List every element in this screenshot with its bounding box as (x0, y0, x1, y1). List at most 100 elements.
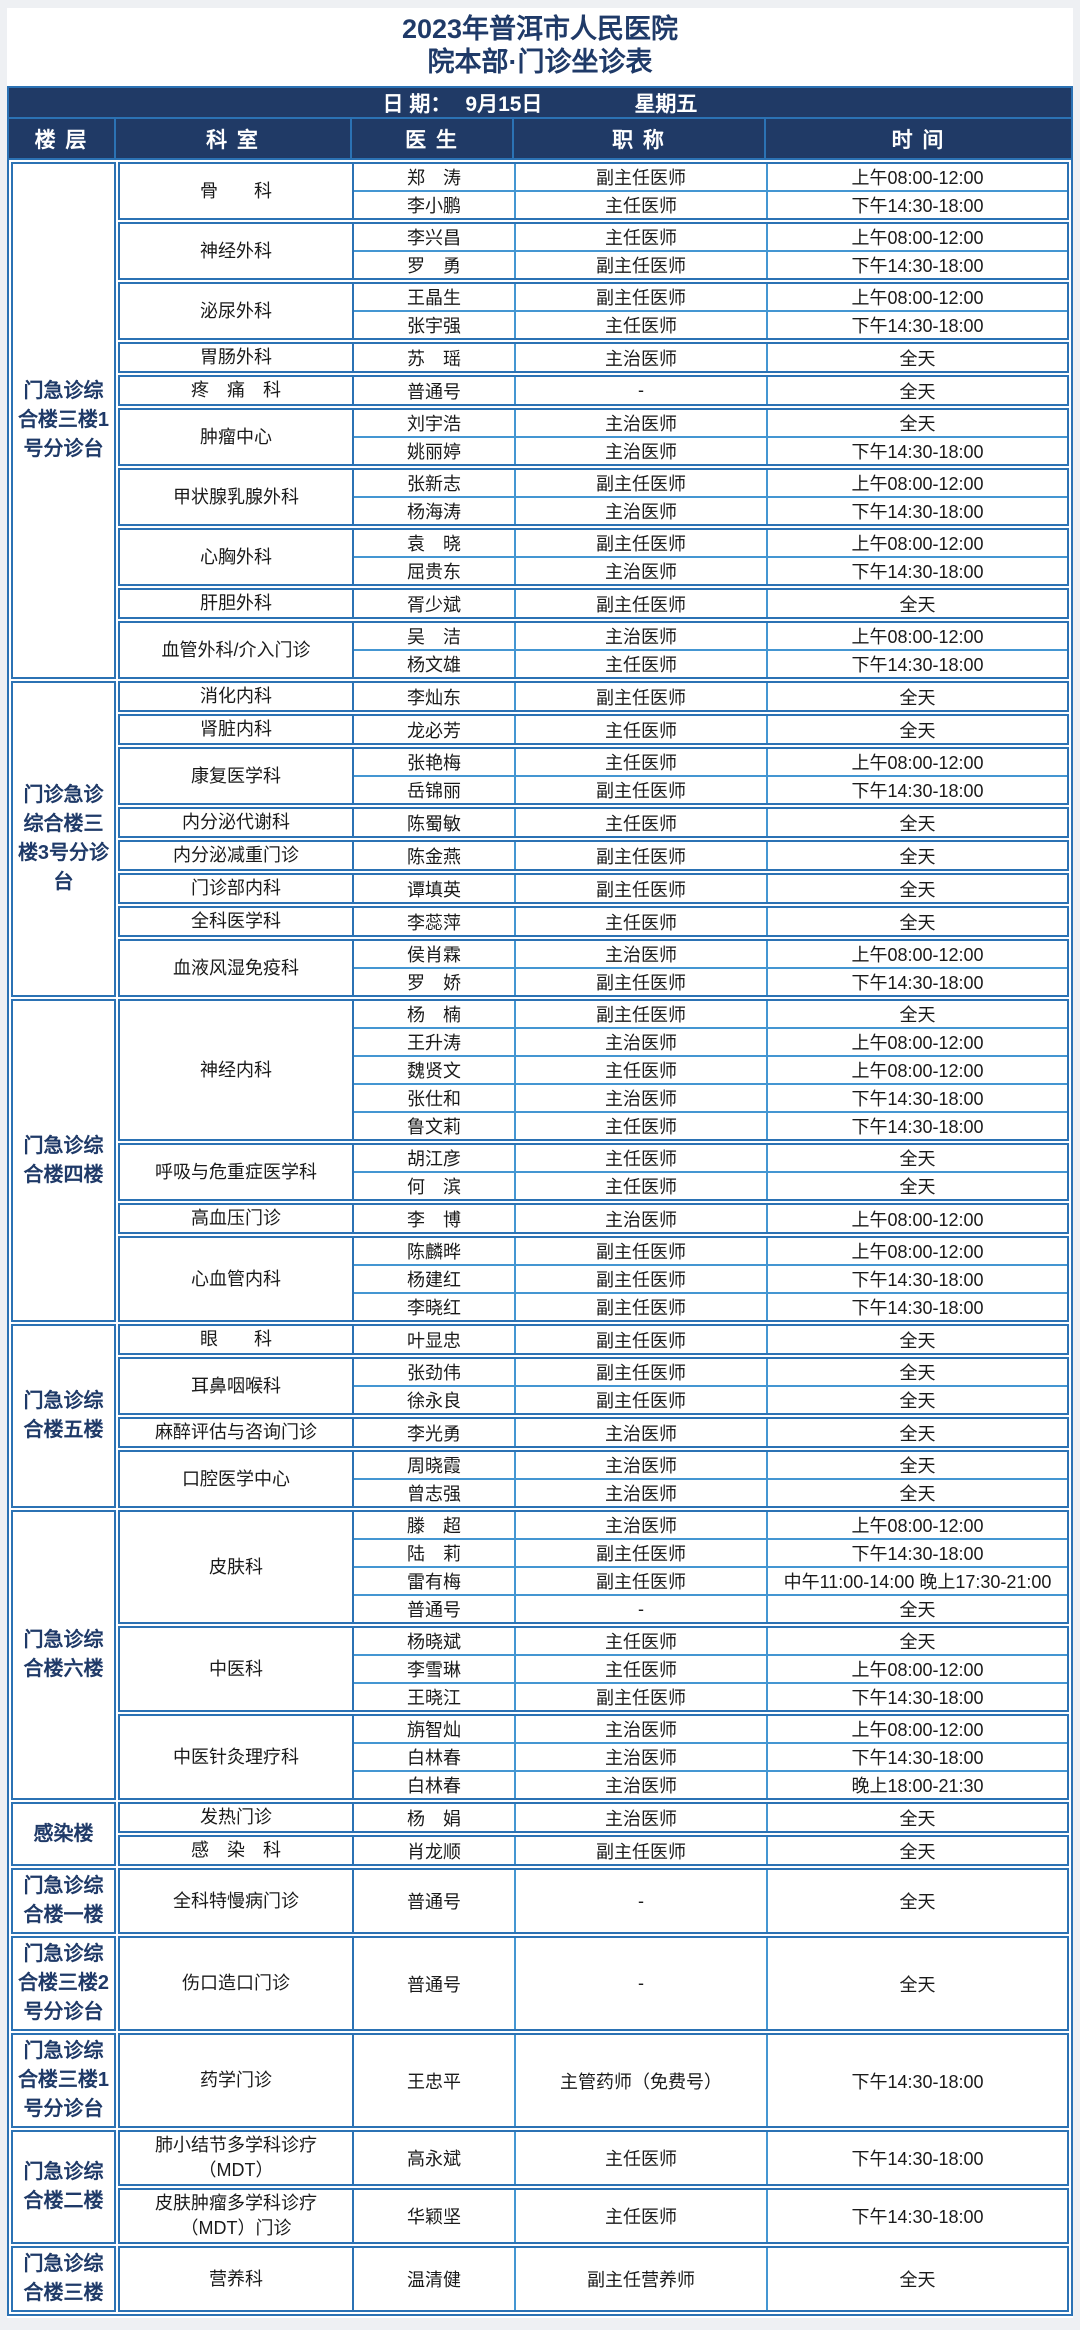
doctor-name-cell: 陈金燕 (354, 842, 516, 869)
doctor-row: 陈金燕 副主任医师 全天 (354, 842, 1067, 869)
clinic-time-cell: 全天 (899, 1841, 936, 1862)
doctor-name-cell: 李晓红 (354, 1294, 516, 1320)
doctor-row: 陆 莉副主任医师 下午14:30-18:00 (354, 1538, 1067, 1566)
page-title-line2: 院本部·门诊坐诊表 (427, 47, 653, 77)
department-block: 神经内科杨 楠副主任医师 全天 王升涛 主治医师 上午08:00-12:00 魏贤文 主任医… (118, 999, 1069, 1141)
department-cell: 耳鼻咽喉科 (120, 1359, 354, 1413)
clinic-time-cell: 上午08:00-12:00 (851, 288, 984, 308)
doctor-rows: 张劲伟 副主任医师 全天 徐永良 副主任医师 全天 (354, 1359, 1067, 1413)
doctor-name-cell: 雷有梅 (354, 1568, 516, 1594)
column-header-department: 科 室 (116, 119, 352, 158)
clinic-time-cell: 全天 (899, 1974, 936, 1995)
doctor-name-cell: 陈蜀敏 (354, 809, 516, 836)
doctor-rows: 李 博主治医师 上午08:00-12:00 (354, 1205, 1067, 1232)
doctor-name-cell: 陈麟晔 (354, 1238, 516, 1264)
doctor-title-cell: 主任医师 (516, 192, 768, 218)
clinic-time-cell: 下午14:30-18:00 (851, 1117, 984, 1137)
doctor-row: 李雪琳 主任医师 上午08:00-12:00 (354, 1654, 1067, 1682)
doctor-row: 旃智灿 主治医师 上午08:00-12:00 (354, 1716, 1067, 1742)
clinic-time-cell: 上午08:00-12:00 (851, 1061, 984, 1081)
doctor-row: 张宇强 主任医师 下午14:30-18:00 (354, 310, 1067, 338)
doctor-title-cell: 主任医师 (516, 908, 768, 935)
department-column: 神经内科杨 楠副主任医师 全天 王升涛 主治医师 上午08:00-12:00 魏贤文 主任医… (118, 999, 1069, 1322)
department-block: 口腔医学中心 周晓霞 主治医师 全天 曾志强 主治医师 全天 (118, 1450, 1069, 1508)
department-block: 营养科 温清健 副主任营养师 全天 (118, 2246, 1069, 2312)
doctor-rows: 龙必芳 主任医师 全天 (354, 716, 1067, 743)
doctor-row: 温清健 副主任营养师 全天 (354, 2248, 1067, 2310)
department-cell: 中医科 (120, 1628, 354, 1710)
clinic-time-cell: 上午08:00-12:00 (851, 1033, 984, 1053)
doctor-name-cell: 谭填英 (354, 875, 516, 902)
clinic-time-cell: 全天 (899, 1330, 936, 1351)
doctor-name-cell: 徐永良 (354, 1387, 516, 1413)
doctor-title-cell: 主治医师 (516, 498, 768, 524)
clinic-time-cell: 上午08:00-12:00 (851, 1209, 984, 1230)
doctor-row: 杨文雄 主任医师 下午14:30-18:00 (354, 649, 1067, 677)
doctor-row: 普通号 - 全天 (354, 1870, 1067, 1932)
floor-group: 门急诊综合楼一楼 全科特慢病门诊 普通号 - 全天 (11, 1868, 1069, 1934)
clinic-time-cell: 全天 (899, 1484, 936, 1504)
doctor-title-cell: 主治医师 (516, 1205, 768, 1232)
clinic-time-cell: 全天 (899, 879, 936, 900)
doctor-rows: 王晶生 副主任医师 上午08:00-12:00 张宇强 主任医师 下午14:30-18:0… (354, 284, 1067, 338)
doctor-rows: 李兴昌 主任医师 上午08:00-12:00 罗 勇副主任医师 下午14:30-18:0… (354, 224, 1067, 278)
doctor-title-cell: 副主任医师 (516, 683, 768, 710)
department-block: 皮肤科滕 超主治医师 上午08:00-12:00 陆 莉副主任医师 下午14:30-1… (118, 1510, 1069, 1624)
doctor-title-cell: 主任医师 (516, 224, 768, 250)
doctor-title-cell: 副主任医师 (516, 1684, 768, 1710)
clinic-time-cell: 上午08:00-12:00 (851, 228, 984, 248)
doctor-title-cell: 副主任医师 (516, 1387, 768, 1413)
doctor-name-cell: 普通号 (354, 1596, 516, 1622)
clinic-time-cell: 下午14:30-18:00 (851, 1298, 984, 1318)
doctor-name-cell: 普通号 (354, 377, 516, 404)
doctor-row: 龙必芳 主任医师 全天 (354, 716, 1067, 743)
floor-cell: 门诊急诊综合楼三楼3号分诊台 (11, 681, 116, 997)
doctor-name-cell: 刘宇浩 (354, 410, 516, 436)
department-cell: 肺小结节多学科诊疗（MDT） (120, 2132, 354, 2184)
doctor-title-cell: 主治医师 (516, 1772, 768, 1798)
doctor-rows: 陈金燕 副主任医师 全天 (354, 842, 1067, 869)
department-cell: 全科医学科 (120, 908, 354, 935)
floor-cell: 门急诊综合楼二楼 (11, 2130, 116, 2244)
doctor-row: 吴 洁主治医师 上午08:00-12:00 (354, 623, 1067, 649)
clinic-time-cell: 下午14:30-18:00 (851, 442, 984, 462)
doctor-row: 张艳梅 主任医师 上午08:00-12:00 (354, 749, 1067, 775)
doctor-title-cell: 主治医师 (516, 623, 768, 649)
floor-group: 感染楼 发热门诊杨 娟主治医师 全天感 染 科肖龙顺 副主任医师 全天 (11, 1802, 1069, 1866)
doctor-row: 肖龙顺 副主任医师 全天 (354, 1837, 1067, 1864)
department-block: 内分泌代谢科 陈蜀敏 主任医师 全天 (118, 807, 1069, 838)
clinic-time-cell: 全天 (899, 1456, 936, 1476)
doctor-row: 杨建红 副主任医师 下午14:30-18:00 (354, 1264, 1067, 1292)
clinic-time-cell: 下午14:30-18:00 (851, 1089, 984, 1109)
clinic-time-cell: 上午08:00-12:00 (851, 1660, 984, 1680)
doctor-name-cell: 滕 超 (354, 1512, 516, 1538)
doctor-row: 李蕊萍 主任医师 全天 (354, 908, 1067, 935)
doctor-rows: 刘宇浩 主治医师 全天 姚丽婷 主治医师 下午14:30-18:00 (354, 410, 1067, 464)
doctor-row: 雷有梅 副主任医师 中午11:00-14:00 晚上17:30-21:00 (354, 1566, 1067, 1594)
doctor-name-cell: 叶显忠 (354, 1326, 516, 1353)
department-cell: 消化内科 (120, 683, 354, 710)
doctor-rows: 谭填英 副主任医师 全天 (354, 875, 1067, 902)
doctor-rows: 普通号 - 全天 (354, 1938, 1067, 2029)
clinic-time-cell: 全天 (899, 813, 936, 834)
doctor-title-cell: 主治医师 (516, 344, 768, 371)
doctor-name-cell: 张仕和 (354, 1085, 516, 1111)
doctor-rows: 胥少斌 副主任医师 全天 (354, 590, 1067, 617)
department-block: 心胸外科袁 晓副主任医师 上午08:00-12:00 屈贵东 主治医师 下午14:30-… (118, 528, 1069, 586)
doctor-name-cell: 罗 勇 (354, 252, 516, 278)
doctor-title-cell: 主治医师 (516, 438, 768, 464)
doctor-title-cell: 副主任医师 (516, 1837, 768, 1864)
floor-cell: 门急诊综合楼三楼 (11, 2246, 116, 2312)
doctor-rows: 侯肖霖 主治医师 上午08:00-12:00 罗 娇副主任医师 下午14:30-18:0… (354, 941, 1067, 995)
clinic-time-cell: 下午14:30-18:00 (851, 973, 984, 993)
department-block: 皮肤肿瘤多学科诊疗（MDT）门诊 华颖坚 主任医师 下午14:30-18:00 (118, 2188, 1069, 2244)
doctor-row: 华颖坚 主任医师 下午14:30-18:00 (354, 2190, 1067, 2242)
doctor-title-cell: 主任医师 (516, 1628, 768, 1654)
doctor-row: 屈贵东 主治医师 下午14:30-18:00 (354, 556, 1067, 584)
column-header-doctor: 医 生 (352, 119, 514, 158)
doctor-title-cell: 主任医师 (516, 2190, 768, 2242)
doctor-name-cell: 王忠平 (354, 2035, 516, 2126)
doctor-row: 李灿东 副主任医师 全天 (354, 683, 1067, 710)
clinic-time-cell: 全天 (899, 2270, 936, 2290)
doctor-title-cell: 主任医师 (516, 809, 768, 836)
